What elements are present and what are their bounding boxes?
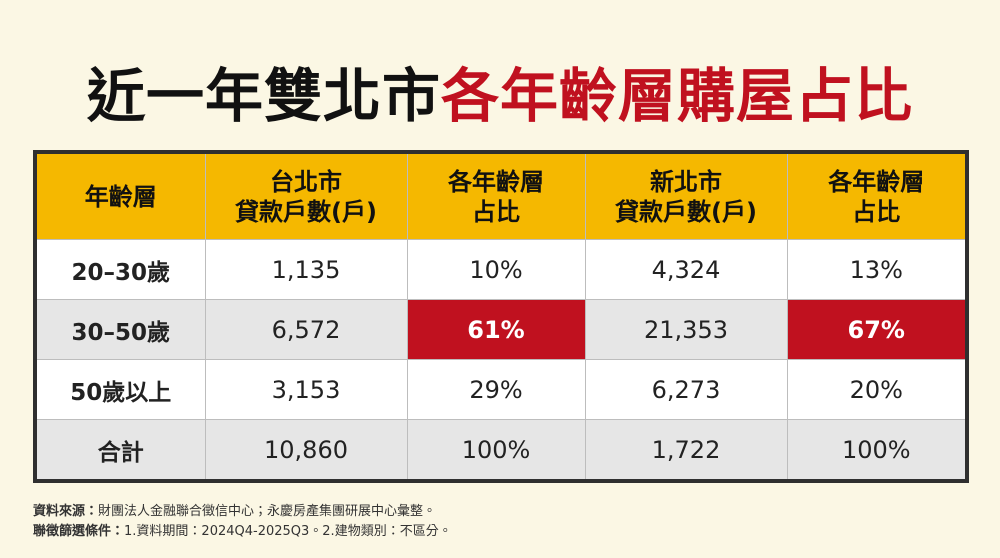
header-cell: 各年齡層 占比 bbox=[406, 151, 586, 240]
data-table: 年齡層 台北市 貸款戶數(戶) 各年齡層 占比 新北市 貸款戶數(戶) 各年齡層 占比 20–3… bbox=[33, 150, 969, 483]
header-line: 新北市 bbox=[650, 167, 722, 196]
footnote: 聯徵篩選條件：1.資料期間：2024Q4-2025Q3。2.建物類別：不區分。 bbox=[33, 520, 452, 539]
table-cell: 1,722 bbox=[584, 419, 788, 482]
table-cell: 13% bbox=[786, 239, 968, 300]
header-line: 各年齡層 bbox=[828, 167, 925, 196]
footnote-label: 聯徵篩選條件： bbox=[33, 524, 125, 539]
table-cell: 100% bbox=[786, 419, 968, 482]
table-cell: 21,353 bbox=[584, 299, 788, 360]
header-line: 各年齡層 bbox=[448, 167, 544, 196]
header-line: 占比 bbox=[472, 197, 520, 226]
table-cell: 6,572 bbox=[204, 299, 408, 360]
row-label: 20–30歲 bbox=[34, 239, 206, 300]
header-line: 貸款戶數(戶) bbox=[235, 197, 377, 226]
title: 近一年雙北市各年齡層購屋占比 bbox=[0, 56, 1000, 136]
row-label: 30–50歲 bbox=[34, 299, 206, 360]
table-cell: 20% bbox=[786, 359, 968, 420]
table-cell: 61% bbox=[406, 299, 586, 360]
footnote-label: 資料來源： bbox=[33, 504, 99, 519]
table-cell: 4,324 bbox=[584, 239, 788, 300]
table-cell: 1,135 bbox=[204, 239, 408, 300]
footnote-text: 財團法人金融聯合徵信中心；永慶房產集團研展中心彙整。 bbox=[98, 504, 437, 519]
header-cell: 各年齡層 占比 bbox=[786, 151, 968, 240]
header-line: 占比 bbox=[852, 197, 901, 226]
table-cell: 29% bbox=[406, 359, 586, 420]
row-label: 合計 bbox=[34, 419, 206, 482]
table-cell: 67% bbox=[786, 299, 968, 360]
table-cell: 100% bbox=[406, 419, 586, 482]
header-cell: 年齡層 bbox=[34, 151, 206, 240]
table-row: 30–50歲 6,572 61% 21,353 67% bbox=[34, 299, 968, 360]
table-row: 50歲以上 3,153 29% 6,273 20% bbox=[34, 359, 968, 420]
header-line: 台北市 bbox=[270, 167, 342, 196]
header-cell: 台北市 貸款戶數(戶) bbox=[204, 151, 408, 240]
header-line: 年齡層 bbox=[84, 182, 157, 211]
header-cell: 新北市 貸款戶數(戶) bbox=[584, 151, 788, 240]
table-cell: 10% bbox=[406, 239, 586, 300]
title-part: 各年齡層購屋占比 bbox=[441, 62, 914, 130]
row-label: 50歲以上 bbox=[34, 359, 206, 420]
table-cell: 6,273 bbox=[584, 359, 788, 420]
header-line: 貸款戶數(戶) bbox=[615, 197, 757, 226]
title-part: 近一年雙北市 bbox=[86, 62, 441, 130]
table-row: 20–30歲 1,135 10% 4,324 13% bbox=[34, 239, 968, 300]
footnote-text: 1.資料期間：2024Q4-2025Q3。2.建物類別：不區分。 bbox=[124, 524, 452, 539]
header-row: 年齡層 台北市 貸款戶數(戶) 各年齡層 占比 新北市 貸款戶數(戶) 各年齡層 占比 bbox=[34, 151, 968, 240]
footnote: 資料來源：財團法人金融聯合徵信中心；永慶房產集團研展中心彙整。 bbox=[33, 500, 436, 519]
table-cell: 10,860 bbox=[204, 419, 408, 482]
table-row: 合計 10,860 100% 1,722 100% bbox=[34, 419, 968, 482]
table-cell: 3,153 bbox=[204, 359, 408, 420]
